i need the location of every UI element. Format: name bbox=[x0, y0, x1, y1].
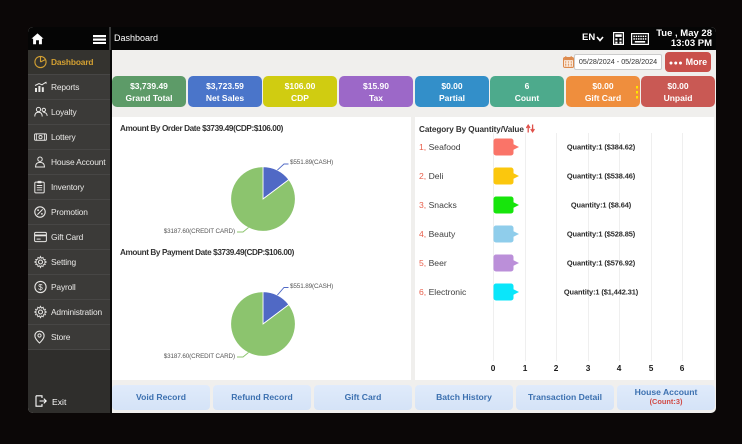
svg-text:$: $ bbox=[38, 283, 43, 292]
